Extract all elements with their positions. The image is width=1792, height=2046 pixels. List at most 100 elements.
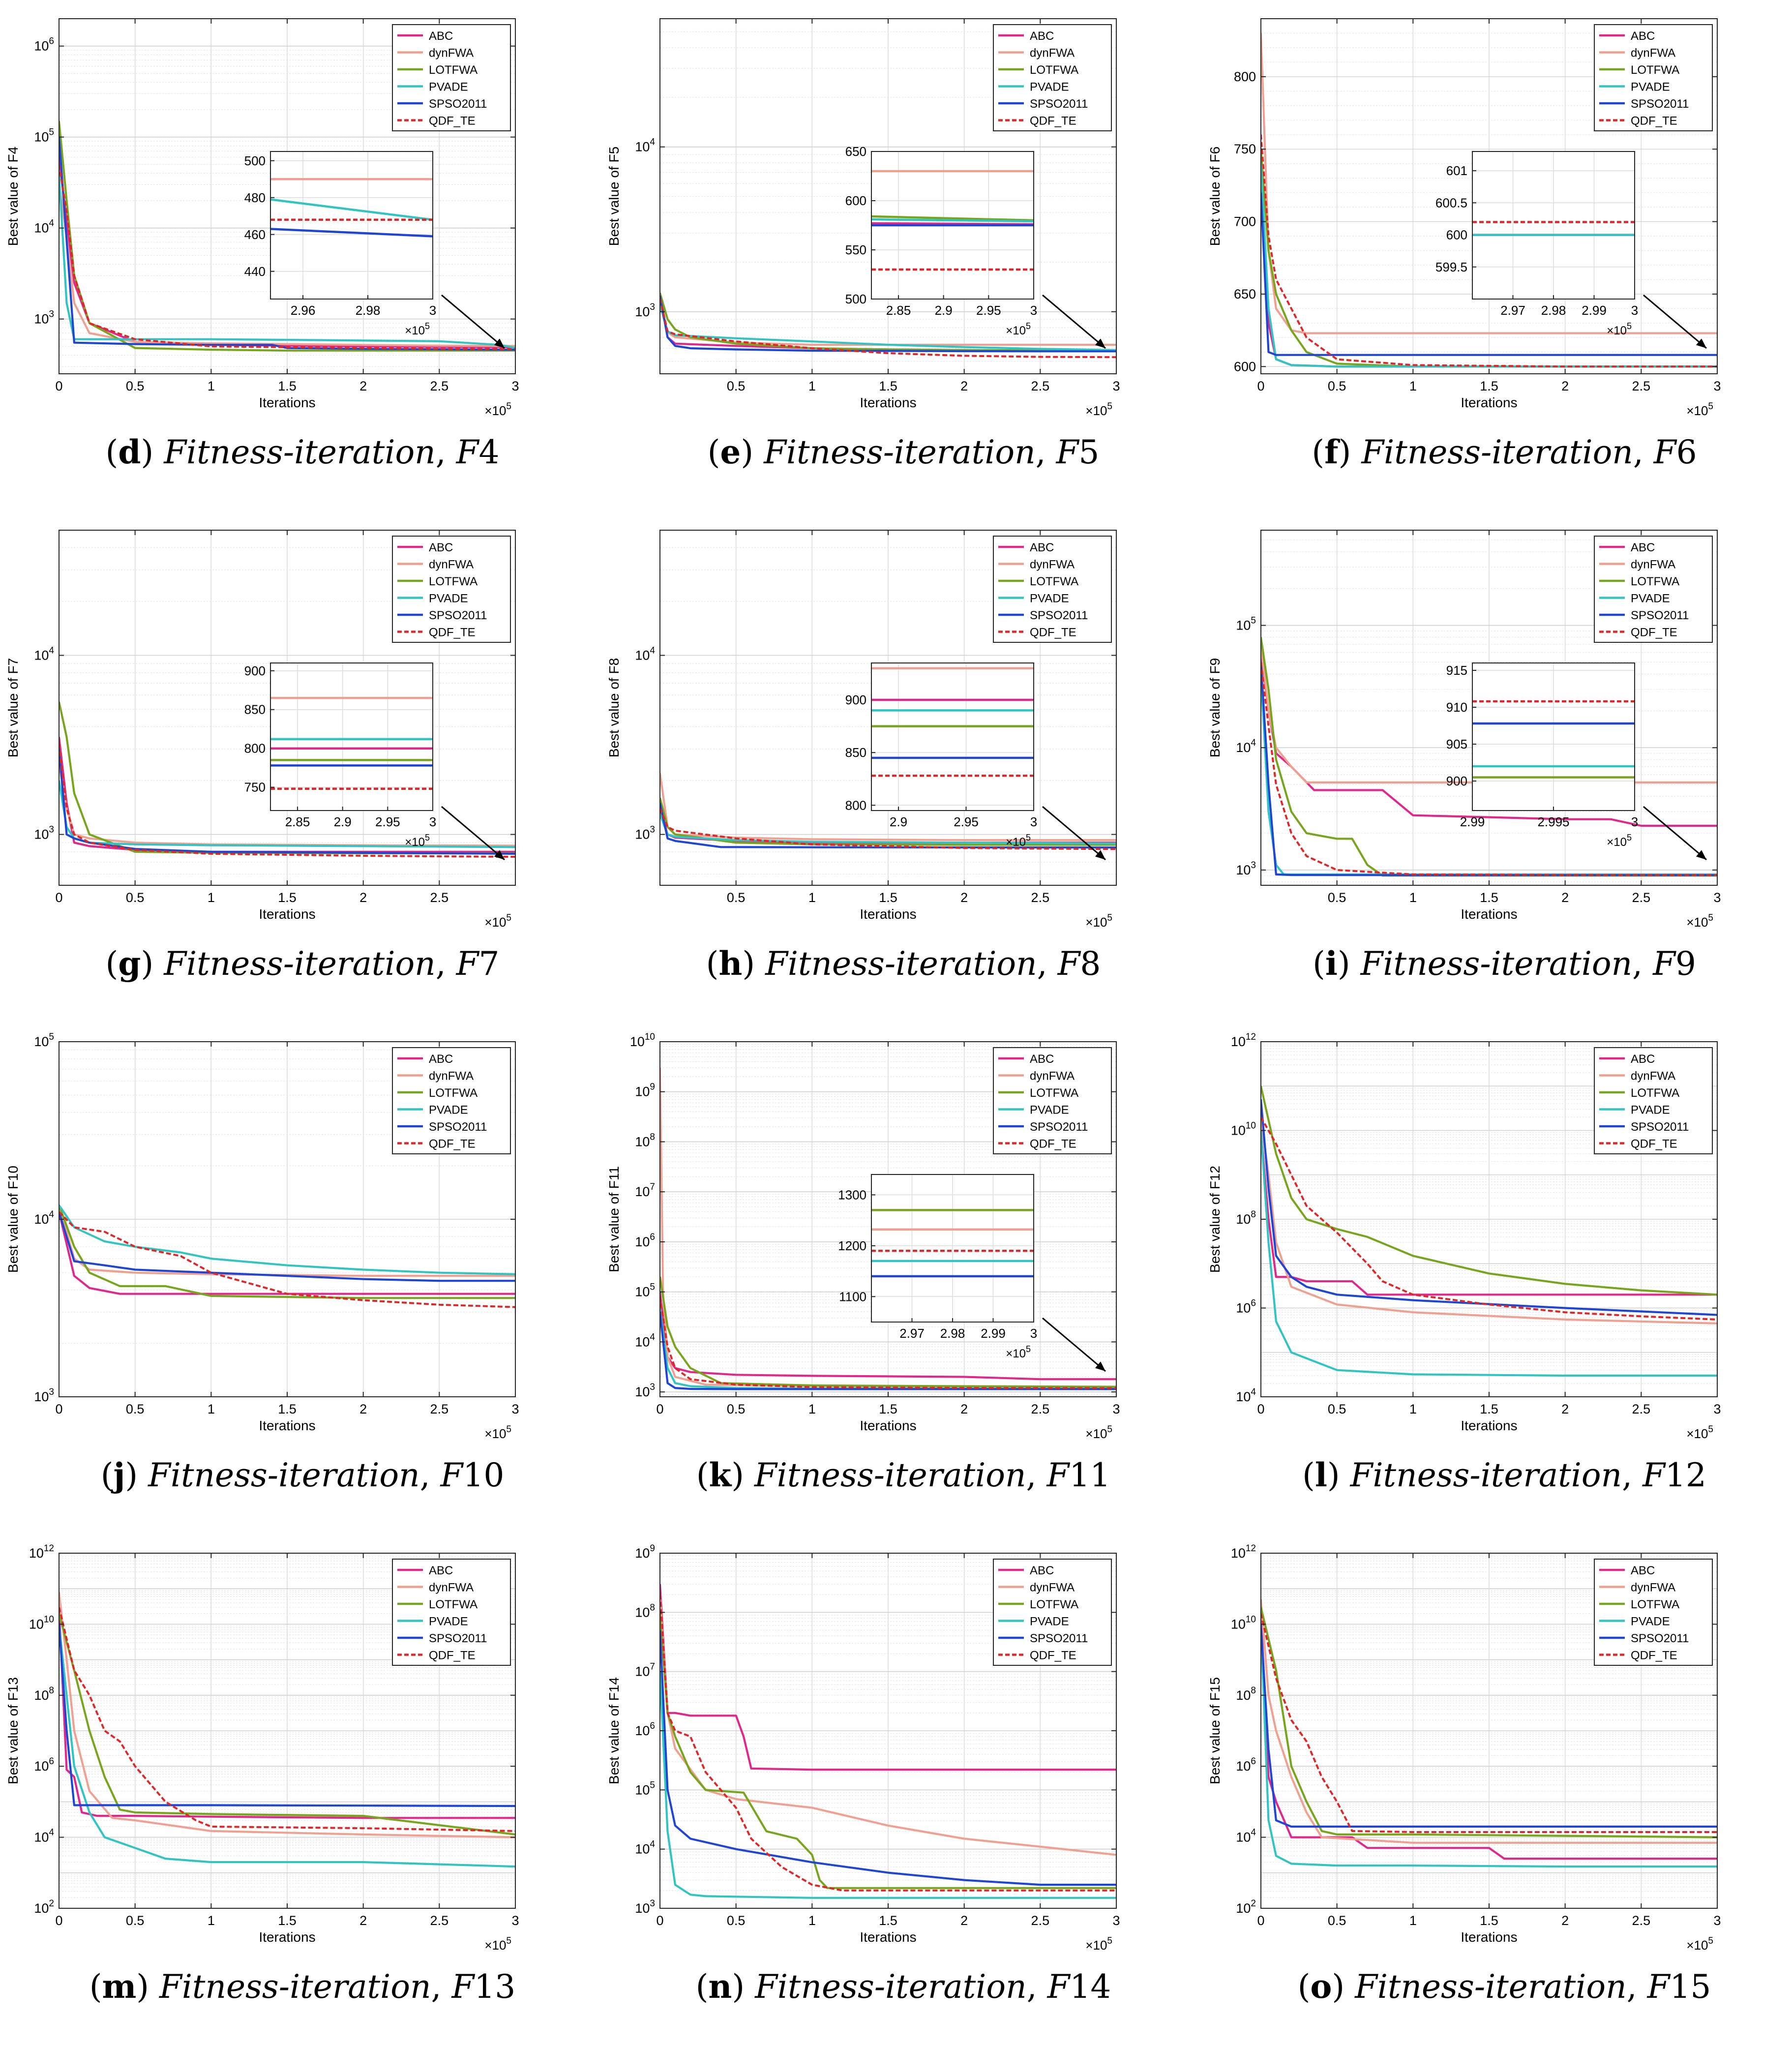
inset-x-tick-label: 3 [429,303,436,318]
legend-label: LOTFWA [1030,575,1078,588]
legend-label: LOTFWA [1030,1086,1078,1100]
series-line-qdf-te [660,1296,1116,1389]
panel-caption: (g) Fitness-iteration, F7 [105,944,500,983]
legend-label: PVADE [1030,592,1069,605]
inset-x-tick-label: 2.97 [899,1326,925,1341]
panel-caption: (j) Fitness-iteration, F10 [100,1456,505,1494]
x-tick-label: 1 [808,379,816,393]
y-tick-label: 104 [635,645,655,662]
legend-label: ABC [1030,1564,1054,1577]
chart-svg-g: 0 0.5 1 1.5 2 2.5 ×105 103 104 Iterations Best val… [5,530,516,930]
legend-label: SPSO2011 [1030,1632,1088,1645]
x-tick-label: 1.5 [879,890,897,905]
series-line-dynfwa [660,298,1116,346]
legend-label: ABC [429,541,453,554]
legend-label: dynFWA [1030,1581,1075,1595]
y-tick-label: 103 [34,309,54,327]
y-tick-label: 106 [635,1232,655,1249]
legend-label: ABC [1631,541,1655,554]
legend: ABC dynFWA LOTFWA PVADE SPSO2011 QDF_TE [392,1047,511,1154]
inset-series-line [871,218,1034,223]
legend-label: ABC [1030,541,1054,554]
inset-x-tick-label: 2.95 [976,303,1001,318]
y-tick-label: 105 [34,127,54,145]
inset-x-tick-label: 3 [1030,1326,1037,1341]
y-tick-label: 1012 [1231,1543,1256,1561]
inset-x-tick-label: 2.98 [940,1326,965,1341]
legend-label: QDF_TE [1631,626,1677,639]
legend-label: QDF_TE [1030,115,1076,128]
x-tick-label: 2 [1561,1913,1569,1928]
x-exponent-label: ×105 [1085,1936,1112,1953]
x-axis-label: Iterations [860,1418,916,1433]
inset-x-tick-label: 3 [1030,303,1037,318]
y-tick-label: 104 [1236,1828,1256,1845]
x-tick-label: 0 [55,379,62,393]
x-tick-label: 1.5 [879,1402,897,1416]
y-tick-label: 105 [635,1282,655,1299]
inset-x-exponent: ×105 [1607,321,1632,337]
legend-label: dynFWA [1030,47,1075,60]
x-tick-label: 2.5 [1632,890,1651,905]
inset-y-tick-label: 900 [244,663,266,678]
x-tick-label: 2.5 [1632,1402,1651,1416]
x-exponent-label: ×105 [1686,401,1713,418]
x-tick-label: 1 [1409,890,1417,905]
series-line-spso2011 [660,295,1116,353]
x-tick-label: 2 [359,379,367,393]
legend-label: LOTFWA [1030,1598,1078,1611]
series-line-spso2011 [660,1311,1116,1390]
inset-zoom: 2.99 2.995 3 900 905 910 915 ×105 [1446,662,1638,849]
x-tick-label: 3 [511,1913,519,1928]
zoom-arrow [441,806,505,861]
series-group [660,773,1116,850]
chart-panel-l: 0 0.5 1 1.5 2 2.5 3 ×105 104 106 108 1010 1012 Iterat… [1202,1023,1792,1534]
series-line-dynfwa [59,1592,515,1838]
x-tick-label: 1 [808,1402,816,1416]
x-tick-label: 0.5 [1328,1402,1346,1416]
legend-label: dynFWA [429,558,474,572]
inset-y-tick-label: 440 [244,264,266,279]
x-tick-label: 2 [1561,890,1569,905]
legend-label: ABC [1030,30,1054,43]
y-tick-label: 650 [1234,287,1256,301]
series-line-abc [1261,1130,1717,1296]
legend-label: ABC [1631,30,1655,43]
x-tick-label: 0 [1257,379,1264,393]
chart-panel-g: 0 0.5 1 1.5 2 2.5 ×105 103 104 Iterations Best val… [0,512,605,1023]
x-tick-label: 2.5 [1031,1913,1050,1928]
y-axis-label: Best value of F14 [606,1677,622,1784]
legend-label: QDF_TE [429,1649,476,1662]
legend: ABC dynFWA LOTFWA PVADE SPSO2011 QDF_TE [1594,24,1713,131]
y-tick-label: 103 [635,302,655,319]
inset-y-tick-label: 910 [1446,700,1467,715]
x-tick-label: 0.5 [727,1913,746,1928]
legend: ABC dynFWA LOTFWA PVADE SPSO2011 QDF_TE [993,1559,1112,1666]
series-line-pvade [1261,1624,1717,1868]
legend-label: LOTFWA [1030,63,1078,77]
x-tick-label: 0.5 [126,1402,145,1416]
x-tick-label: 1 [808,1913,816,1928]
y-tick-label: 103 [1236,860,1256,877]
x-tick-label: 2 [960,379,968,393]
inset-y-tick-label: 599.5 [1435,260,1467,274]
chart-svg-h: 0.5 1 1.5 2 2.5 ×105 103 104 Iterations Best valu… [606,530,1117,930]
y-tick-label: 107 [635,1182,655,1199]
series-line-spso2011 [1261,1099,1717,1316]
inset-x-tick-label: 2.85 [886,303,911,318]
y-tick-label: 1012 [1231,1032,1256,1049]
legend-label: SPSO2011 [1631,97,1689,111]
inset-x-exponent: ×105 [405,833,430,849]
series-group [1261,33,1717,368]
series-line-qdf-te [660,808,1116,850]
legend-label: SPSO2011 [1631,1632,1689,1645]
x-exponent-label: ×105 [484,1936,511,1953]
legend-label: LOTFWA [1631,1598,1679,1611]
series-group [1261,1085,1717,1377]
inset-x-tick-label: 3 [1631,303,1638,318]
series-line-qdf-te [59,744,515,858]
legend-label: PVADE [1631,81,1670,94]
inset-x-tick-label: 2.9 [334,814,352,829]
y-tick-label: 102 [1236,1898,1256,1916]
series-line-qdf-te [1261,1613,1717,1833]
